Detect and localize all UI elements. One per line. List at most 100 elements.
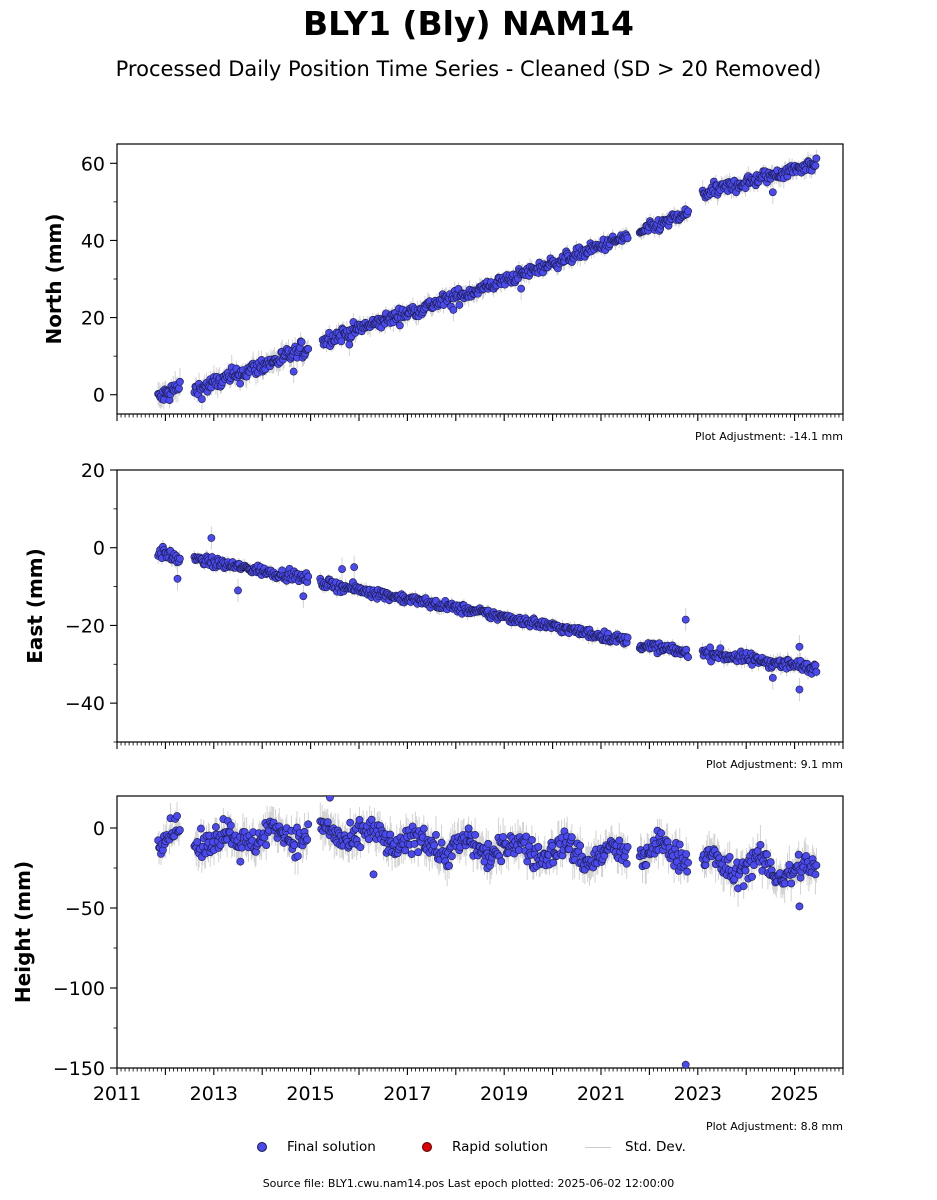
final-solution-point bbox=[534, 843, 543, 851]
final-solution-point bbox=[741, 866, 750, 875]
final-solution-point bbox=[576, 841, 585, 850]
final-solution-point bbox=[681, 1060, 690, 1068]
panel-east: −40 −20 0 20 East (mm) Plot Adjustment: 9.1 m… bbox=[23, 460, 844, 771]
chart-title: BLY1 (Bly) NAM14 bbox=[303, 4, 634, 43]
y-axis-label: East (mm) bbox=[23, 548, 47, 664]
final-solution-point bbox=[642, 861, 651, 870]
final-solution-point bbox=[684, 653, 693, 662]
source-footer: Source file: BLY1.cwu.nam14.pos Last epo… bbox=[262, 1177, 675, 1190]
final-solution-point bbox=[350, 563, 359, 572]
final-solution-point bbox=[289, 367, 298, 376]
final-solution-point bbox=[437, 838, 446, 847]
final-solution-point bbox=[725, 852, 734, 861]
final-solution-point bbox=[756, 840, 765, 849]
final-solution-point bbox=[682, 645, 691, 654]
y-tick-label: −50 bbox=[65, 898, 105, 920]
legend-rapid: Rapid solution bbox=[422, 1137, 548, 1157]
final-solution-point bbox=[811, 161, 820, 170]
plot-adjustment: Plot Adjustment: -14.1 mm bbox=[695, 430, 843, 443]
final-solution-points bbox=[154, 534, 821, 694]
final-solution-point bbox=[622, 859, 631, 868]
final-solution-points bbox=[154, 154, 821, 404]
panel-north: 0 20 40 60 North (mm) Plot Adjustment: -14.1 … bbox=[42, 143, 844, 443]
final-solution-point bbox=[683, 867, 692, 876]
x-tick-label: 2015 bbox=[286, 1083, 334, 1105]
final-solution-point bbox=[464, 824, 473, 833]
final-solution-point bbox=[226, 821, 235, 830]
final-solution-point bbox=[345, 340, 354, 349]
final-solution-point bbox=[484, 839, 493, 848]
final-solution-point bbox=[623, 842, 632, 851]
final-solution-point bbox=[522, 832, 531, 841]
final-solution-point bbox=[682, 850, 691, 858]
final-solution-point bbox=[795, 685, 804, 694]
legend: Final solution Rapid solution Std. Dev. bbox=[0, 1137, 937, 1159]
y-tick-label: 60 bbox=[81, 153, 105, 175]
y-axis-label: Height (mm) bbox=[11, 861, 35, 1003]
final-solution-point bbox=[445, 861, 453, 870]
x-tick-label: 2023 bbox=[674, 1083, 722, 1105]
final-solution-point bbox=[236, 379, 245, 388]
legend-final-label: Final solution bbox=[287, 1139, 376, 1155]
y-tick-label: 40 bbox=[81, 230, 105, 252]
final-solution-point bbox=[787, 879, 796, 888]
final-solution-point bbox=[193, 838, 202, 846]
final-solution-point bbox=[675, 840, 684, 849]
final-solution-point bbox=[364, 835, 373, 844]
final-solution-point bbox=[414, 848, 423, 857]
final-solution-point bbox=[549, 858, 558, 867]
final-solution-point bbox=[176, 826, 184, 834]
final-solution-point bbox=[304, 820, 313, 829]
y-tick-label: −40 bbox=[65, 693, 105, 715]
final-solution-point bbox=[681, 615, 690, 624]
chart-subtitle: Processed Daily Position Time Series - C… bbox=[115, 57, 822, 81]
final-solution-point bbox=[297, 338, 306, 346]
final-solution-point bbox=[294, 852, 302, 861]
final-solution-point bbox=[323, 818, 332, 827]
y-tick-label: 20 bbox=[81, 308, 105, 330]
final-solution-point bbox=[499, 833, 507, 841]
final-solution-point bbox=[471, 830, 480, 839]
final-solution-point bbox=[768, 188, 777, 197]
final-solution-point bbox=[401, 846, 410, 855]
x-tick-label: 2021 bbox=[577, 1083, 625, 1105]
y-tick-label: 0 bbox=[93, 818, 105, 840]
final-solution-points bbox=[154, 796, 821, 1068]
x-tick-label: 2017 bbox=[383, 1083, 431, 1105]
legend-rapid-label: Rapid solution bbox=[452, 1139, 548, 1155]
final-solution-point bbox=[763, 850, 771, 859]
final-solution-point bbox=[567, 833, 576, 842]
final-solution-point bbox=[369, 870, 378, 879]
final-solution-point bbox=[197, 395, 206, 403]
final-solution-point bbox=[739, 882, 748, 891]
final-solution-point bbox=[234, 586, 242, 595]
final-solution-point bbox=[548, 841, 557, 850]
y-tick-label: −150 bbox=[53, 1058, 105, 1080]
final-solution-point bbox=[657, 829, 666, 838]
legend-final-marker bbox=[257, 1142, 267, 1152]
final-solution-point bbox=[795, 902, 804, 911]
final-solution-point bbox=[338, 565, 346, 573]
x-tick-label: 2019 bbox=[480, 1083, 528, 1105]
final-solution-point bbox=[517, 284, 526, 293]
final-solution-point bbox=[780, 879, 789, 888]
final-solution-point bbox=[356, 843, 365, 852]
final-solution-point bbox=[811, 870, 820, 879]
final-solution-point bbox=[176, 554, 184, 563]
final-solution-point bbox=[716, 644, 725, 653]
final-solution-point bbox=[173, 574, 182, 583]
final-solution-point bbox=[304, 344, 313, 353]
final-solution-point bbox=[514, 846, 523, 855]
y-tick-label: −100 bbox=[53, 978, 105, 1000]
final-solution-point bbox=[766, 858, 775, 867]
final-solution-point bbox=[303, 835, 312, 844]
y-tick-label: 0 bbox=[93, 385, 105, 407]
final-solution-point bbox=[812, 154, 821, 163]
final-solution-point bbox=[811, 661, 820, 670]
final-solution-point bbox=[175, 384, 183, 393]
final-solution-point bbox=[386, 830, 395, 839]
final-solution-point bbox=[304, 572, 313, 581]
legend-stddev-marker bbox=[585, 1146, 611, 1148]
final-solution-point bbox=[768, 673, 777, 682]
